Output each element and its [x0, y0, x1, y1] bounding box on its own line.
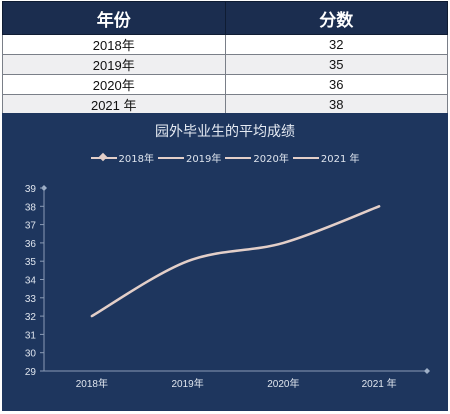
- y-tick-label: 35: [25, 257, 37, 268]
- x-tick-label: 2020年: [267, 377, 299, 390]
- x-tick-label: 2021 年: [362, 377, 397, 390]
- y-tick-label: 30: [25, 349, 37, 360]
- cell-year: 2020年: [2, 74, 226, 95]
- header-score: 分数: [224, 1, 448, 35]
- chart-panel: 园外毕业生的平均成绩 2018年 2019年 2020年 2021 年 29 30…: [2, 113, 448, 411]
- legend-line-icon: [157, 156, 184, 159]
- cell-score: 35: [224, 54, 448, 75]
- y-tick-label: 36: [25, 239, 37, 250]
- legend-item[interactable]: 2018年: [90, 150, 154, 165]
- table-row: 2021 年 38: [2, 94, 448, 115]
- data-table: 年份 分数 2018年 32 2019年 35 2020年 36 2021 年 …: [2, 1, 448, 115]
- legend-marker-icon: [90, 156, 117, 159]
- table-row: 2020年 36: [2, 74, 448, 95]
- chart-title: 园外毕业生的平均成绩: [155, 124, 295, 140]
- legend-label: 2019年: [185, 154, 222, 165]
- y-tick-label: 33: [25, 294, 37, 305]
- x-tick-label: 2019年: [172, 377, 204, 390]
- cell-score: 36: [224, 74, 448, 95]
- legend-label: 2018年: [118, 154, 154, 165]
- y-tick-label: 38: [25, 202, 37, 213]
- chart-legend: 2018年 2019年 2020年 2021 年: [2, 150, 448, 165]
- cell-year: 2021 年: [2, 94, 226, 115]
- table-row: 2018年 32: [2, 34, 448, 55]
- cell-score: 38: [224, 94, 448, 115]
- legend-item[interactable]: 2020年: [225, 150, 289, 165]
- y-tick-label: 34: [25, 276, 37, 287]
- y-tick-label: 39: [25, 184, 37, 195]
- table-header-row: 年份 分数: [2, 1, 448, 35]
- line-chart: 29 30 31 32 33 34 35 36 37 38 39 2018年 2019年 2020年 202…: [25, 184, 430, 390]
- x-axis-end-icon: [424, 368, 430, 374]
- y-tick-label: 37: [25, 221, 37, 232]
- table-row: 2019年 35: [2, 54, 448, 75]
- legend-item[interactable]: 2021 年: [292, 150, 360, 165]
- legend-item[interactable]: 2019年: [157, 150, 222, 165]
- x-tick-label: 2018年: [76, 377, 108, 390]
- y-tick-label: 32: [25, 312, 37, 323]
- legend-label: 2021 年: [320, 154, 360, 165]
- series-line: [90, 205, 381, 318]
- cell-year: 2018年: [2, 34, 226, 55]
- legend-label: 2020年: [253, 154, 289, 165]
- legend-line-icon: [225, 156, 252, 159]
- y-tick-label: 29: [25, 367, 37, 378]
- y-tick-label: 31: [25, 330, 37, 341]
- cell-score: 32: [224, 34, 448, 55]
- legend-line-icon: [292, 156, 319, 159]
- cell-year: 2019年: [2, 54, 226, 75]
- header-year: 年份: [2, 1, 226, 35]
